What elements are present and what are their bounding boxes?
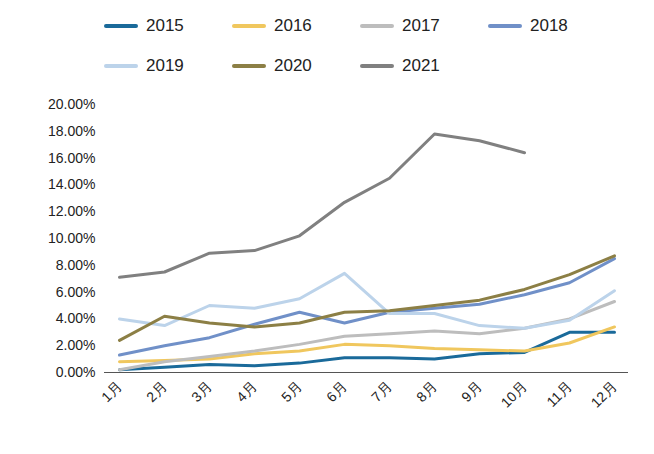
svg-text:6月: 6月: [323, 378, 350, 405]
html-text:2017: 2017: [402, 16, 440, 35]
svg-text:8.00%: 8.00%: [56, 257, 96, 273]
svg-text:11月: 11月: [543, 378, 574, 409]
html-text:2018: 2018: [530, 16, 568, 35]
svg-text:9月: 9月: [458, 378, 485, 405]
svg-text:14.00%: 14.00%: [48, 176, 95, 192]
svg-text:4.00%: 4.00%: [56, 310, 96, 326]
html-text:2021: 2021: [402, 56, 440, 75]
html-text:2019: 2019: [146, 56, 184, 75]
svg-text:7月: 7月: [368, 378, 395, 405]
svg-text:8月: 8月: [413, 378, 440, 405]
svg-text:2月: 2月: [143, 378, 170, 405]
svg-text:12.00%: 12.00%: [48, 203, 95, 219]
svg-text:4月: 4月: [233, 378, 260, 405]
svg-text:2.00%: 2.00%: [56, 337, 96, 353]
svg-text:18.00%: 18.00%: [48, 123, 95, 139]
svg-text:6.00%: 6.00%: [56, 284, 96, 300]
html-text:2020: 2020: [274, 56, 312, 75]
svg-text:20.00%: 20.00%: [48, 96, 95, 112]
svg-text:16.00%: 16.00%: [48, 150, 95, 166]
svg-text:12月: 12月: [588, 378, 620, 410]
svg-text:0.00%: 0.00%: [56, 364, 96, 380]
svg-text:10月: 10月: [498, 378, 530, 410]
svg-text:3月: 3月: [188, 378, 215, 405]
svg-text:1月: 1月: [98, 378, 125, 405]
html-text:2015: 2015: [146, 16, 184, 35]
svg-text:5月: 5月: [278, 378, 305, 405]
svg-text:10.00%: 10.00%: [48, 230, 95, 246]
html-text:2016: 2016: [274, 16, 312, 35]
